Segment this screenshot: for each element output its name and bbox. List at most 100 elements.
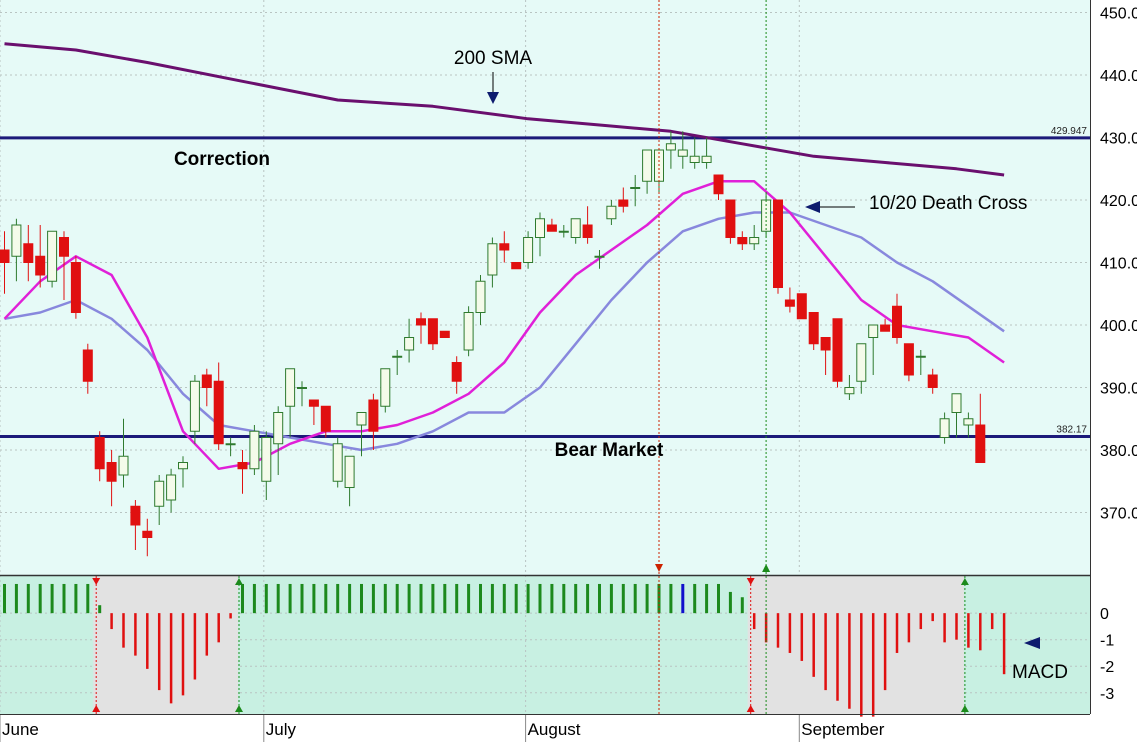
candle-body (344, 455, 355, 488)
date-axis-strip (0, 714, 1137, 748)
price-tick-label: 400.0 (1100, 318, 1137, 335)
candle-body (511, 262, 522, 270)
candle-body (166, 474, 177, 501)
macd-sell-marker-icon (92, 578, 101, 585)
candle-body (570, 218, 581, 238)
candle-body (118, 455, 129, 476)
macd-buy-marker-icon (235, 578, 243, 585)
candle-body (927, 374, 938, 388)
macd-tick-label: -1 (1100, 633, 1114, 650)
candle-body (225, 443, 236, 446)
candle-body (737, 237, 748, 245)
candle-body (189, 380, 200, 432)
candle-body (856, 343, 867, 382)
candle-body (332, 443, 343, 482)
candle-body (70, 262, 81, 313)
price-tick-label: 390.0 (1100, 381, 1137, 398)
death-cross-label: 10/20 Death Cross (869, 193, 1027, 214)
candle-body (0, 249, 10, 263)
price-tick-label: 420.0 (1100, 193, 1137, 210)
candle-body (297, 387, 307, 389)
macd-tick-label: 0 (1100, 606, 1109, 623)
candle-body (451, 362, 462, 382)
macd-sell-marker-icon (746, 705, 755, 712)
candle-body (23, 243, 34, 263)
buy-marker-icon (762, 564, 771, 572)
candle-body (308, 399, 319, 407)
price-tick-label: 430.0 (1100, 131, 1137, 148)
candle-body (773, 199, 783, 288)
candle-body (59, 237, 69, 257)
macd-tick-label: -2 (1100, 659, 1114, 676)
candle-body (546, 224, 557, 232)
candle-body (380, 368, 391, 407)
level-label: 382.17 (1056, 424, 1087, 435)
candle-body (439, 330, 450, 338)
candle-body (285, 368, 296, 407)
candle-body (725, 199, 736, 238)
candle-body (796, 293, 807, 320)
candle-body (582, 224, 593, 238)
candle-body (558, 230, 569, 233)
candle-body (416, 318, 426, 326)
macd-label: MACD (1012, 662, 1068, 683)
candle-body (320, 405, 331, 432)
price-panel-bg (0, 0, 1090, 575)
candle-body (820, 337, 831, 351)
death-cross-arrow-head (805, 201, 820, 213)
macd-buy-marker-icon (235, 705, 243, 712)
sma-arrow-head (487, 92, 499, 104)
candle-body (249, 430, 260, 470)
bear-market-label: Bear Market (555, 440, 664, 461)
candle-body (404, 337, 415, 351)
candle-body (213, 380, 224, 445)
level-label: 429.947 (1051, 126, 1088, 137)
candle-body (82, 349, 93, 382)
candle-body (630, 187, 641, 189)
macd-buy-marker-icon (960, 578, 969, 585)
candle-body (142, 530, 153, 538)
x-axis-label: June (2, 720, 39, 739)
candle-body (523, 237, 534, 263)
price-tick-label: 410.0 (1100, 256, 1137, 273)
candle-body (880, 324, 891, 332)
candle-body (273, 412, 284, 445)
candle-body (237, 462, 248, 470)
candle-body (356, 412, 367, 426)
candle-body (94, 437, 105, 470)
candle-body (475, 280, 486, 313)
candle-body (939, 418, 950, 438)
candle-body (868, 324, 879, 338)
candle-body (594, 255, 605, 258)
candle-body (106, 462, 117, 482)
candle-body (261, 437, 272, 482)
macd-sell-marker-icon (92, 705, 101, 712)
candle-body (201, 374, 212, 388)
macd-shade-region (93, 576, 238, 714)
candle-body (832, 318, 843, 382)
candle-body (677, 149, 688, 157)
x-axis-label: August (528, 720, 581, 739)
macd-buy-marker-icon (960, 705, 969, 712)
candle-body (618, 199, 629, 207)
candle-body (368, 399, 379, 432)
price-tick-label: 440.0 (1100, 68, 1137, 85)
sma-annotation: 200 SMA (454, 48, 532, 69)
candle-body (463, 312, 474, 351)
macd-sell-marker-icon (746, 578, 755, 585)
axis-strip (1090, 0, 1137, 748)
macd-shade-region (747, 576, 964, 714)
candle-body (784, 299, 795, 307)
candle-body (130, 505, 141, 526)
candle-body (749, 237, 760, 245)
candle-body (392, 355, 403, 358)
price-tick-label: 450.0 (1100, 6, 1137, 23)
candle-body (642, 149, 653, 182)
candle-body (975, 424, 986, 463)
candle-body (35, 255, 46, 276)
candle-body (915, 355, 926, 358)
candle-body (487, 243, 498, 276)
sell-marker-icon (655, 564, 663, 572)
candle-body (903, 343, 914, 376)
